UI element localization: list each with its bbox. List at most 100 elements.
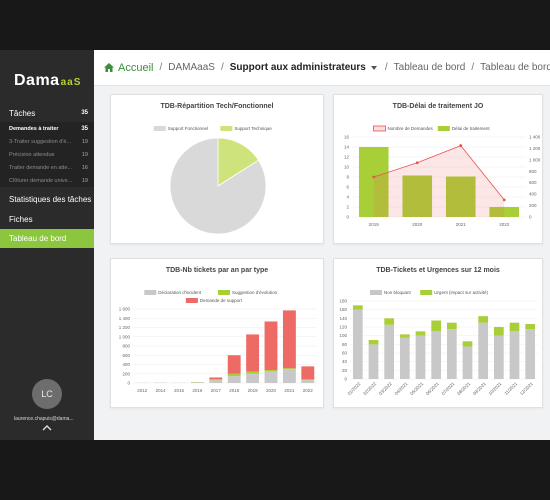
legend-label: Demande de support [200,298,243,303]
line-point [415,161,419,165]
avatar[interactable]: LC [32,379,62,409]
bar-segment [368,340,379,345]
chart-svg: Support Fonctionnel Support Technique [153,126,272,235]
y-tick-label: 160 [339,307,347,312]
y-tick-label: 0 [346,215,349,220]
bar [445,176,476,217]
legend-label: Suggestion d'évolution [232,290,278,295]
x-tick-label: 2019 [248,388,259,393]
application: DamaaaS Tâches 35 Demandes à traiter 35 … [0,50,550,440]
bar-segment [415,331,426,336]
bar-segment [352,305,363,310]
bar-segment [264,371,278,383]
bar-segment [384,318,395,325]
line-point [372,175,376,179]
x-tick-label: 2014 [156,388,167,393]
x-tick-label: 09/2021 [472,381,487,396]
y-tick-label: 180 [339,299,347,304]
x-tick-label: 2018 [229,388,240,393]
bar-segment [478,316,489,323]
y2-tick-label: 0 [529,215,532,220]
y2-tick-label: 1 200 [529,146,541,151]
y-tick-label: 1 400 [119,316,131,321]
y-tick-label: 16 [344,135,350,140]
sidebar: DamaaaS Tâches 35 Demandes à traiter 35 … [0,50,94,440]
logo: DamaaaS [14,72,82,89]
breadcrumb-item-tableau-de-bord-1[interactable]: Tableau de bord [393,62,466,73]
y-tick-label: 800 [122,344,130,349]
legend-label: Déclaration d'incident [158,290,202,295]
sidebar-item-tableau-de-bord[interactable]: Tableau de bord [0,229,94,248]
bar-segment [493,335,504,379]
bar [402,175,433,217]
x-tick-label: 2022 [303,388,314,393]
bar-segment [446,322,457,330]
bar-segment [525,323,536,330]
legend-swatch [153,126,166,131]
x-tick-label: 08/2021 [456,381,471,396]
y-tick-label: 140 [339,316,347,321]
y-tick-label: 120 [339,325,347,330]
chart-card-tickets-type: TDB-Nb tickets par an par type Déclarati… [110,258,324,408]
bar-segment [462,346,473,379]
series-line [373,145,505,201]
sidebar-item-precision-attendue[interactable]: Précision attendue 19 [0,148,94,161]
chart-card-tickets-urgences: TDB-Tickets et Urgences sur 12 mois Non … [333,258,543,408]
y-tick-label: 8 [346,175,349,180]
y-tick-label: 0 [344,377,347,382]
sidebar-item-fiches[interactable]: Fiches [9,214,33,224]
y2-tick-label: 200 [529,203,537,208]
y-tick-label: 100 [339,333,347,338]
bar-segment [227,355,241,374]
legend-label: Non bloquant [384,290,412,295]
chevron-up-icon[interactable] [42,424,52,432]
bar-segment [509,322,520,332]
breadcrumb-item-support[interactable]: Support aux administrateurs [229,62,366,73]
sidebar-item-statistiques[interactable]: Statistiques des tâches [9,194,92,204]
x-tick-label: 12/2021 [519,381,534,396]
x-tick-label: 2021 [284,388,295,393]
bar-segment [282,368,296,370]
x-tick-label: 2022 [499,222,510,227]
sidebar-item-taches[interactable]: Tâches 35 [9,108,88,118]
sidebar-item-demandes-a-traiter[interactable]: Demandes à traiter 35 [0,122,94,135]
legend-label: Support Technique [234,126,272,131]
bar-segment [384,324,395,379]
bar-segment [431,320,442,332]
legend-swatch [370,290,382,295]
sidebar-item-cloturer-demande[interactable]: Clôturer demande unive... 19 [0,174,94,187]
bar-segment [301,366,315,380]
sidebar-item-traiter-demande[interactable]: Traiter demande en atte... 16 [0,161,94,174]
chart-title: TDB-Tickets et Urgences sur 12 mois [376,267,500,274]
x-tick-label: 07/2021 [440,381,455,396]
y-tick-label: 10 [344,165,350,170]
breadcrumb-home[interactable]: Accueil [104,62,153,74]
pie-slice-fonctionnel [169,137,267,235]
breadcrumb-item-damaaas[interactable]: DAMAaaS [168,62,215,73]
x-tick-label: 2012 [137,388,148,393]
legend-swatch [420,290,433,295]
y-tick-label: 1 000 [119,334,131,339]
y-tick-label: 0 [127,381,130,386]
x-tick-label: 2015 [174,388,185,393]
y2-tick-label: 1 000 [529,157,541,162]
x-tick-label: 10/2021 [487,381,502,396]
bar-segment [246,371,260,374]
caret-down-icon[interactable] [370,65,377,70]
y-tick-label: 40 [342,359,348,364]
bar [358,147,389,217]
y-tick-label: 600 [122,353,130,358]
bar-segment [493,327,504,336]
bar-segment [462,341,473,347]
legend-swatch [220,126,233,131]
x-tick-label: 04/2021 [393,381,408,396]
y2-tick-label: 800 [529,169,537,174]
bar-segment [478,322,489,379]
legend-label: Support Fonctionnel [168,126,208,131]
legend-label: Délai de traitement [452,126,491,131]
sidebar-item-traiter-suggestion[interactable]: 3-Traiter suggestion d'é... 19 [0,135,94,148]
bar-segment [209,377,223,380]
bar-segment [264,370,278,372]
legend-swatch [373,125,386,132]
y2-tick-label: 400 [529,192,537,197]
